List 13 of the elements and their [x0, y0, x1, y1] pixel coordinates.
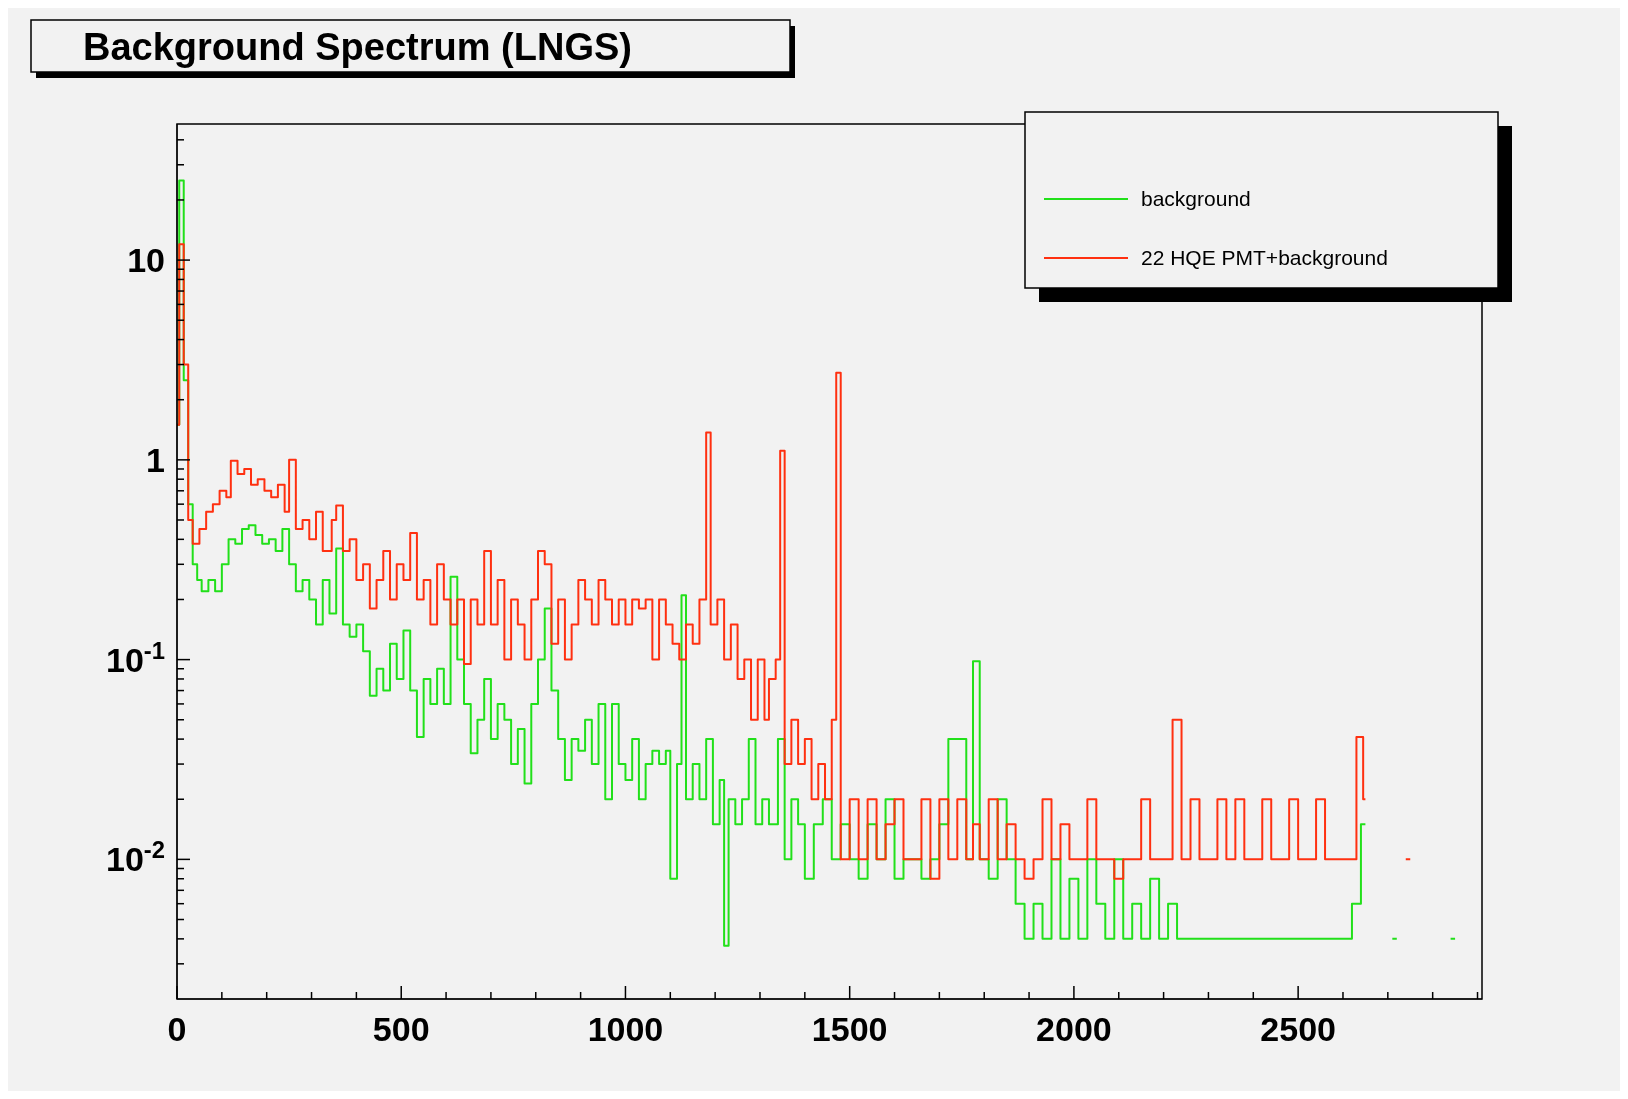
x-tick-label: 500 — [372, 1010, 430, 1048]
x-tick-label: 2000 — [1036, 1010, 1112, 1048]
legend-label: 22 HQE PMT+background — [1141, 246, 1388, 269]
y-tick-label: 10 — [127, 241, 165, 280]
legend-label: background — [1141, 187, 1251, 210]
x-tick-label: 2500 — [1260, 1010, 1336, 1048]
y-tick-label: 1 — [146, 440, 165, 479]
x-tick-label: 1500 — [811, 1010, 888, 1048]
chart-title: Background Spectrum (LNGS) — [83, 26, 632, 68]
x-tick-label: 0 — [167, 1010, 187, 1048]
y-tick-label: 10$^{-1}$ — [106, 636, 165, 679]
x-tick-label: 1000 — [587, 1010, 664, 1048]
y-tick-label: 10$^{-2}$ — [106, 835, 165, 879]
